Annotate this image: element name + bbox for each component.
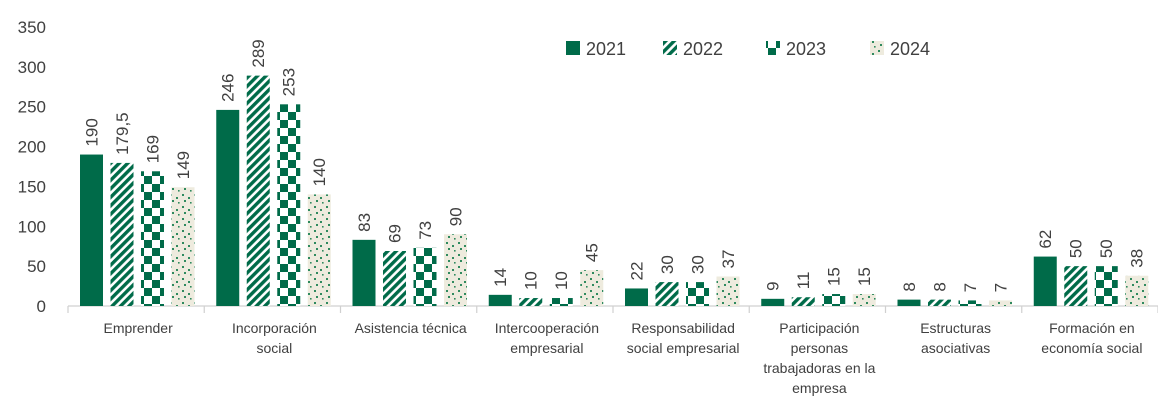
bar-2024 [171,187,195,306]
legend-swatch-2024 [870,41,884,55]
data-label: 30 [658,255,677,274]
data-label: 69 [386,224,405,243]
data-label: 73 [416,221,435,240]
category-label: Emprender [103,320,173,336]
bar-2022 [519,298,543,306]
legend-label: 2022 [683,39,723,59]
legend-swatch-2022 [663,41,677,55]
bar-2021 [216,109,240,306]
y-tick-label: 0 [37,297,46,316]
bar-2023 [549,298,573,306]
bar-2024 [1125,275,1149,306]
data-label: 8 [931,282,950,291]
y-tick-label: 300 [18,58,46,77]
category-label: Intercooperación empresarial [495,320,599,356]
y-tick-label: 250 [18,98,46,117]
bar-2022 [1064,266,1088,306]
legend-swatch-2023 [766,41,780,55]
x-axis [67,305,1158,313]
data-label: 45 [583,243,602,262]
data-label: 140 [310,158,329,186]
category-labels-layer: Emprender Incorporación social Asistencia t… [103,320,1142,396]
data-label: 11 [794,272,813,290]
data-label: 246 [219,74,238,102]
bar-2024 [444,234,467,306]
category-label: Incorporación social [232,320,317,356]
data-label: 9 [764,281,783,290]
data-label: 15 [855,267,874,286]
legend-label: 2024 [890,39,930,59]
bar-2024 [989,300,1012,306]
bar-2021 [80,154,103,306]
data-label: 253 [280,68,299,96]
y-tick-label: 50 [27,257,46,276]
bar-2024 [307,194,331,306]
data-label: 169 [144,135,163,163]
bar-2022 [791,297,815,306]
bar-2024 [716,276,740,306]
bar-2022 [110,162,134,306]
bar-2021 [897,299,921,306]
category-label: Participación personas trabajadoras en la e… [763,320,875,396]
bar-2024 [852,294,876,306]
bar-2023 [277,104,301,306]
y-tick-label: 100 [18,217,46,236]
data-label: 149 [174,151,193,179]
data-label: 90 [447,207,466,226]
bar-2024 [580,270,604,306]
bar-2023 [958,300,982,306]
bar-2021 [1033,256,1057,306]
bar-2022 [655,282,679,306]
bar-2023 [1094,266,1118,306]
legend-label: 2023 [786,39,826,59]
data-label: 50 [1067,239,1086,258]
y-tick-label: 150 [18,177,46,196]
bar-2022 [246,75,270,306]
category-label: Formación en economía social [1041,320,1142,356]
data-label: 289 [249,39,268,67]
data-label: 22 [628,262,647,281]
category-label: Estructuras asociativas [920,320,991,356]
bars-layer [80,75,1149,306]
bar-2022 [928,299,951,306]
bar-2022 [383,250,406,306]
data-label: 10 [522,271,541,290]
bar-2021 [352,239,376,306]
y-tick-label: 350 [18,18,46,37]
bar-2023 [413,247,437,306]
bar-2021 [761,298,785,306]
data-label: 15 [825,267,844,286]
bar-2021 [625,288,648,306]
data-label: 30 [689,255,708,274]
y-tick-label: 200 [18,138,46,157]
data-label: 10 [552,271,571,290]
data-label: 190 [83,118,102,146]
data-label: 179,5 [113,112,132,155]
legend-swatch-2021 [566,41,580,55]
data-label: 8 [900,282,919,291]
data-label: 83 [355,213,374,232]
data-label: 7 [961,283,980,292]
bar-2023 [141,171,164,306]
data-label: 14 [491,268,510,287]
data-label: 62 [1036,230,1055,249]
legend-label: 2021 [586,39,626,59]
bar-2023 [686,282,709,306]
value-labels-layer: 190 179,5 169 149 246 289 253 140 83 69 73 90 14 10 10… [83,39,1147,292]
legend: 2021 2022 2023 2024 [566,39,930,59]
data-label: 7 [992,283,1011,292]
y-axis: 0 50 100 150 200 250 300 350 [18,18,46,316]
data-label: 38 [1128,249,1147,268]
category-label: Responsabilidad social empresarial [627,320,740,356]
bar-2023 [822,294,846,306]
data-label: 50 [1097,239,1116,258]
bar-2021 [488,294,512,306]
data-label: 37 [719,250,738,269]
category-label: Asistencia técnica [355,320,467,336]
